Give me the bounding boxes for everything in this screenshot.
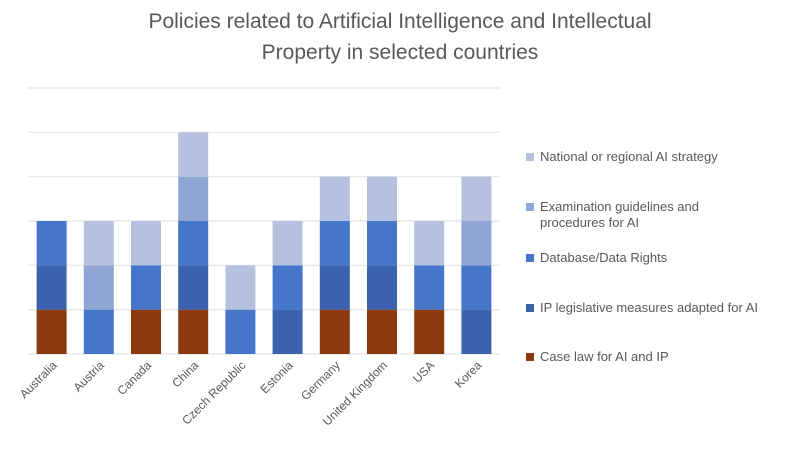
legend-swatch — [526, 203, 534, 211]
bar-segment-korea-series-2 — [461, 265, 492, 310]
legend-item: IP legislative measures adapted for AI — [526, 300, 758, 316]
bar-segment-canada-series-4 — [131, 221, 161, 266]
bar-segment-austria-series-2 — [83, 309, 114, 354]
legend-label: Case law for AI and IP — [540, 349, 669, 364]
legend-item: Database/Data Rights — [526, 250, 667, 266]
legend-label: IP legislative measures adapted for AI — [540, 300, 758, 315]
x-tick-label: Germany — [298, 358, 343, 403]
bar-segment-austria-series-4 — [83, 221, 114, 266]
legend-swatch — [526, 254, 534, 262]
legend-swatch — [526, 153, 534, 161]
bar-segment-australia-series-2 — [36, 221, 67, 266]
bar-segment-united-kingdom-series-0 — [367, 309, 397, 354]
bar-segment-china-series-2 — [178, 221, 209, 266]
bar-segment-czech-republic-series-4 — [225, 265, 256, 310]
bar-segment-usa-series-4 — [414, 221, 445, 266]
chart-title-line-2: Property in selected countries — [261, 41, 539, 64]
x-tick-label: Austria — [71, 358, 108, 395]
bar-segment-korea-series-1 — [461, 309, 492, 354]
bar-segment-canada-series-2 — [131, 265, 161, 310]
bar-segment-united-kingdom-series-4 — [367, 176, 397, 221]
bar-segment-austria-series-3 — [83, 265, 114, 310]
bar-segment-estonia-series-1 — [272, 309, 303, 354]
bar-segment-united-kingdom-series-2 — [367, 221, 397, 266]
x-tick-label: USA — [410, 358, 437, 385]
x-tick-label: Canada — [114, 358, 154, 398]
x-tick-label: Estonia — [258, 358, 296, 396]
bar-segment-germany-series-1 — [319, 265, 350, 310]
legend-item: National or regional AI strategy — [526, 149, 718, 165]
legend-swatch — [526, 353, 534, 361]
bar-segment-china-series-1 — [178, 265, 209, 310]
bar-segment-czech-republic-series-2 — [225, 309, 256, 354]
x-tick-label: Korea — [452, 358, 485, 391]
bar-segment-estonia-series-4 — [272, 221, 303, 266]
bar-segment-korea-series-4 — [461, 176, 492, 221]
bar-segment-usa-series-0 — [414, 309, 445, 354]
bar-segment-china-series-0 — [178, 309, 209, 354]
bar-segment-germany-series-0 — [319, 309, 350, 354]
legend-item: Examination guidelines and procedures fo… — [526, 199, 750, 231]
legend-swatch — [526, 304, 534, 312]
legend-label: Examination guidelines and procedures fo… — [540, 199, 699, 230]
bar-segment-australia-series-0 — [36, 309, 67, 354]
x-tick-label: Australia — [17, 358, 60, 401]
chart-title-line-1: Policies related to Artificial Intellige… — [148, 10, 652, 33]
bar-segment-germany-series-2 — [319, 221, 350, 266]
bar-segment-korea-series-3 — [461, 221, 492, 266]
bar-segment-china-series-3 — [178, 176, 209, 221]
x-tick-label: China — [169, 358, 201, 390]
bar-segment-usa-series-2 — [414, 265, 445, 310]
bar-segment-united-kingdom-series-1 — [367, 265, 397, 310]
bar-segment-china-series-4 — [178, 132, 209, 177]
bar-segment-canada-series-0 — [131, 309, 161, 354]
legend-item: Case law for AI and IP — [526, 349, 669, 365]
chart-title: Policies related to Artificial Intellige… — [0, 6, 800, 68]
bar-segment-estonia-series-2 — [272, 265, 303, 310]
legend-label: Database/Data Rights — [540, 250, 668, 265]
bar-segment-australia-series-1 — [36, 265, 67, 310]
legend-label: National or regional AI strategy — [540, 149, 718, 164]
bar-segment-germany-series-4 — [319, 176, 350, 221]
